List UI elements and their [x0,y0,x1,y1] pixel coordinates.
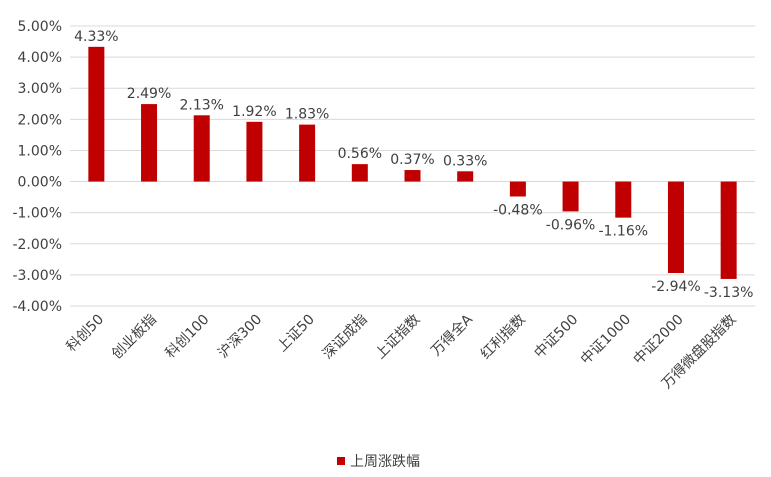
legend-swatch [337,457,345,465]
bar [509,181,526,197]
bar [351,164,368,182]
y-tick-label: -2.00% [12,237,62,253]
x-tick-label: 红利指数 [478,312,529,363]
legend: 上周涨跌幅 [337,451,420,471]
y-tick-label: 2.00% [18,112,62,128]
bar [562,181,579,212]
bar [141,104,158,182]
legend-label: 上周涨跌幅 [350,454,420,470]
data-label: 2.13% [179,97,223,113]
data-label: 0.33% [443,153,487,169]
y-tick-label: -4.00% [12,299,62,315]
y-tick-label: 0.00% [18,175,62,191]
x-tick-label: 上证50 [274,312,318,356]
data-label: 1.92% [232,104,276,120]
x-tick-label: 科创50 [63,312,107,356]
data-labels: 4.33% 2.49% 2.13% 1.92% 1.83% 0.56% 0.37% 0.33%… [74,29,753,301]
x-tick-label: 中证500 [531,312,581,362]
data-label: 4.33% [74,29,118,45]
y-tick-label: 5.00% [18,19,62,35]
bar [404,170,421,182]
y-tick-label: 1.00% [18,143,62,159]
data-label: -1.16% [599,224,649,240]
y-tick-label: 4.00% [18,50,62,66]
data-label: -3.13% [704,285,754,301]
data-label: 0.37% [390,152,434,168]
x-tick-label: 深证成指 [320,312,371,363]
x-tick-label: 中证1000 [578,312,634,368]
x-tick-label: 上证指数 [372,312,423,363]
data-label: -0.48% [493,202,543,218]
y-tick-label: -3.00% [12,268,62,284]
bar [193,115,210,182]
bar [720,181,737,279]
x-tick-label: 创业板指 [109,312,160,363]
bar [615,181,632,218]
data-label: 1.83% [285,107,329,123]
bar [88,46,105,182]
bar [667,181,684,274]
bar [246,121,263,182]
bars [88,46,737,279]
x-tick-label: 万得全A [428,311,477,360]
x-tick-label: 沪深300 [215,312,265,362]
data-label: -2.94% [651,279,701,295]
y-tick-label: 3.00% [18,81,62,97]
x-axis: 科创50 创业板指 科创100 沪深300 上证50 深证成指 上证指数 万得全A 红利指数 中证… [63,311,739,393]
data-label: -0.96% [546,217,596,233]
y-axis: 5.00% 4.00% 3.00% 2.00% 1.00% 0.00% -1.00% -2.0… [12,19,62,315]
x-tick-label: 中证2000 [630,312,686,368]
x-tick-label: 科创100 [163,312,213,362]
data-label: 2.49% [127,86,171,102]
data-label: 0.56% [338,146,382,162]
y-tick-label: -1.00% [12,206,62,222]
bar [299,124,316,182]
bar [457,171,474,182]
